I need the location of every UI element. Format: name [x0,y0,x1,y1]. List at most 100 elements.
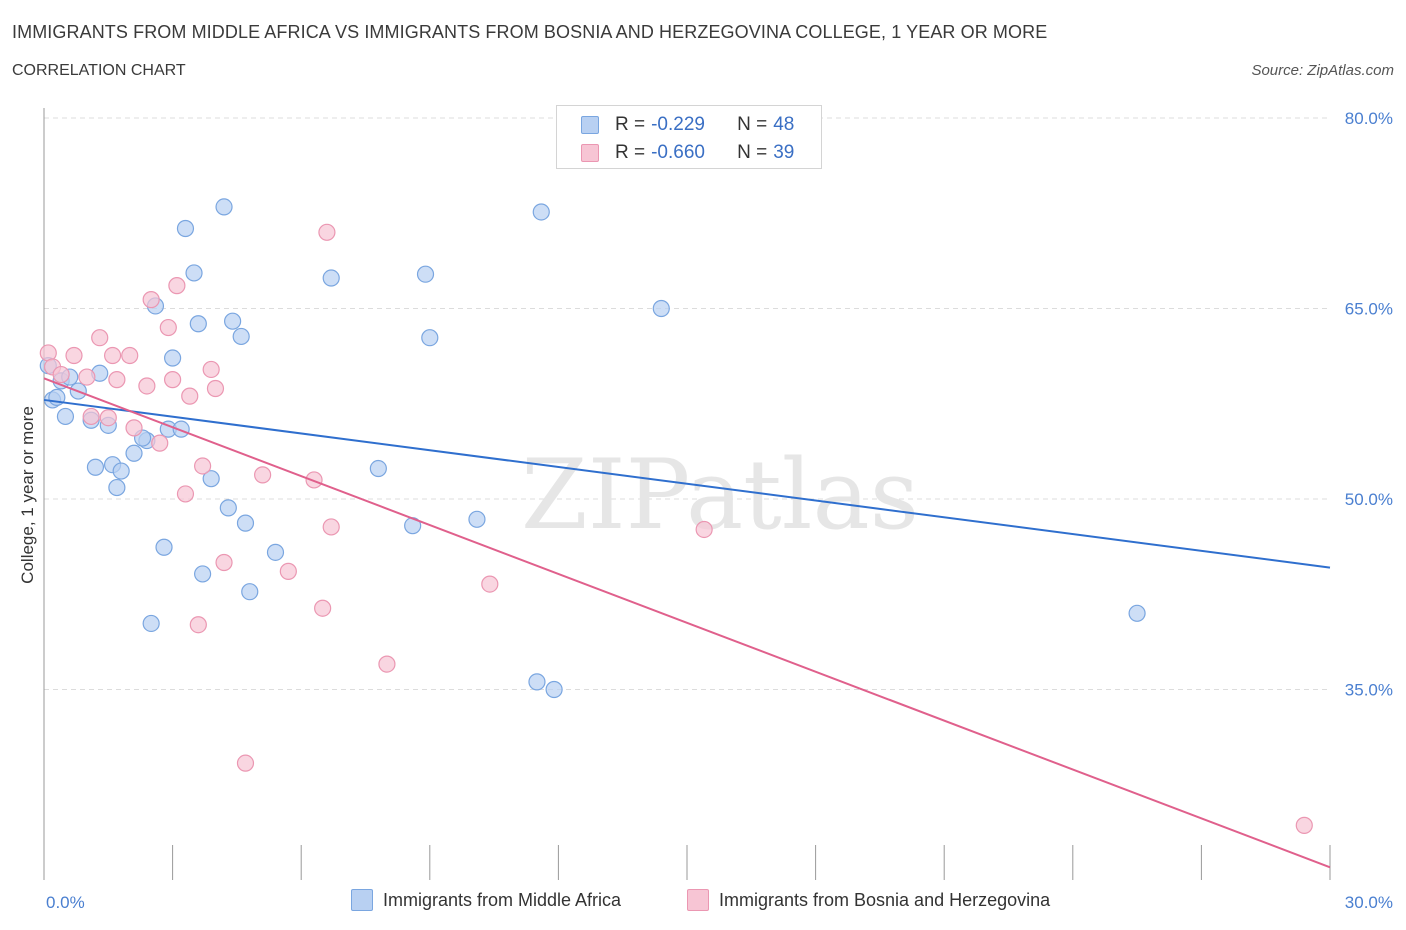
axes [43,108,1331,880]
data-point [176,219,195,238]
data-point [236,514,255,532]
y-tick-labels: 80.0% 65.0% 50.0% 35.0% [1345,109,1393,700]
data-point [185,264,203,282]
data-point [421,329,439,347]
legend-r-value: -0.660 [651,142,705,163]
bottom-legend-label-blue: Immigrants from Middle Africa [383,889,622,910]
data-point [121,346,139,365]
data-point [78,368,96,386]
legend-r-value: -0.229 [651,114,705,135]
legend-n-value: 39 [773,142,795,163]
data-point [108,478,126,497]
data-point [52,365,70,384]
data-point [99,409,117,427]
data-point [241,583,259,601]
watermark: ZIPatlas [521,439,919,551]
legend-row-pink: R = -0.660 N = 39 [581,141,794,165]
data-point [202,470,220,488]
data-point [305,471,323,489]
data-point [164,349,182,367]
data-point [65,346,83,365]
correlation-legend: R = -0.229 N = 48 R = -0.660 N = 39 [556,105,822,169]
data-point [481,575,499,593]
y-tick-label: 35.0% [1345,681,1393,700]
bottom-legend-swatch-blue [351,889,373,911]
y-axis-label: College, 1 year or more [18,406,37,584]
data-point [254,466,272,484]
legend-r-label: R = [615,114,646,135]
data-point [142,291,160,309]
data-point [168,277,186,295]
legend-n-label: N = [737,114,768,135]
legend-n-value: 48 [773,114,795,135]
data-point [215,198,233,216]
data-point [112,462,130,480]
data-point [416,265,435,283]
data-point [532,203,550,221]
grid-lines [44,117,1330,690]
bottom-legend-swatch-pink [687,889,709,911]
data-point [224,312,242,330]
data-point [103,346,122,365]
trend-lines [43,377,1331,869]
source-label: Source: ZipAtlas.com [1251,62,1394,79]
data-point [91,329,109,347]
data-point [232,327,250,346]
legend-swatch-blue [581,116,599,134]
data-point [138,377,156,395]
data-point [219,499,237,517]
data-point [545,680,563,699]
data-point [125,419,143,437]
x-tick-label: 0.0% [46,893,85,912]
data-point [108,371,126,389]
data-point [318,223,336,241]
data-point [181,387,199,405]
data-point [236,754,255,772]
data-point [194,457,212,475]
data-point [142,614,160,633]
data-point [155,538,173,556]
y-tick-label: 65.0% [1345,300,1393,319]
data-point [202,360,220,379]
data-point [151,434,169,452]
data-point [652,299,670,318]
data-point [369,459,387,478]
trend-line [43,398,1331,569]
data-point [86,458,105,476]
data-point [164,371,182,389]
legend-r-label: R = [615,142,646,163]
data-point [215,553,233,572]
data-point [159,318,177,337]
x-tick-labels: 0.0% 30.0% [46,893,1393,912]
y-tick-label: 80.0% [1345,109,1393,128]
y-tick-label: 50.0% [1345,490,1393,509]
data-point [1295,816,1313,834]
data-point [279,562,297,580]
data-point [1128,604,1146,622]
data-point [378,655,396,673]
data-point [56,407,75,426]
data-point [695,520,713,539]
data-point [528,673,546,691]
data-point [189,315,207,333]
data-point [206,379,225,398]
data-point [314,599,332,617]
series-pink-points [39,223,1313,834]
data-point [194,565,212,583]
data-point [266,543,285,561]
bottom-legend-label-pink: Immigrants from Bosnia and Herzegovina [719,889,1051,910]
data-point [82,407,100,426]
data-point [172,420,190,438]
legend-n-label: N = [737,142,768,163]
data-point [125,444,143,462]
data-point [176,485,195,503]
data-point [322,518,340,536]
data-point [189,616,207,634]
bottom-legend-pink: Immigrants from Bosnia and Herzegovina [687,889,1050,911]
data-point [468,510,486,528]
x-tick-label: 30.0% [1345,893,1393,912]
bottom-legend-blue: Immigrants from Middle Africa [351,889,621,911]
chart-title: IMMIGRANTS FROM MIDDLE AFRICA VS IMMIGRA… [12,22,1048,42]
legend-row-blue: R = -0.229 N = 48 [581,113,794,137]
chart-subtitle: CORRELATION CHART [12,62,186,79]
